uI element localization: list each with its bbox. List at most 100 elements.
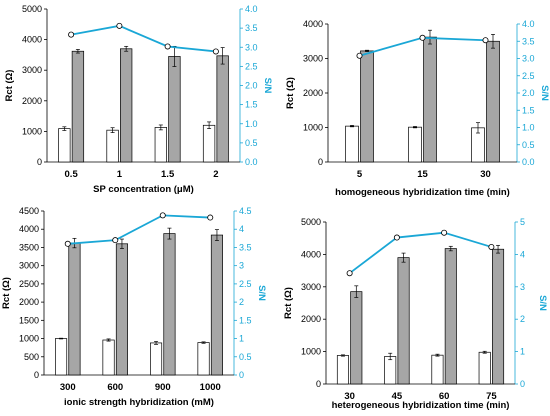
- y2-tick-label: 1.5: [245, 100, 258, 110]
- bar-series-1: [345, 125, 359, 163]
- x-axis-title: SP concentration (μM): [93, 184, 194, 195]
- y2-tick-label: 3: [520, 282, 525, 292]
- sn-line: [349, 231, 492, 274]
- bar-series-2: [68, 242, 81, 376]
- y-tick-label: 1500: [19, 315, 39, 325]
- x-axis-title: heterogeneous hybridization time (min): [332, 400, 510, 411]
- x-category-label: 0.5: [65, 169, 79, 180]
- y2-tick-label: 3.5: [245, 23, 258, 33]
- y2-tick-label: 0: [520, 379, 525, 389]
- y-tick-label: 2000: [22, 96, 42, 106]
- panel-homogeneous-hybridization-time: 0 1000 2000 3000 4000 0.0 0.5 1.0 1.5 2.0 2.5 3.0 3.…: [285, 19, 550, 198]
- y2-tick-label: 2.0: [245, 81, 258, 91]
- y2-axis-title: S/N: [537, 295, 548, 311]
- y2-axis-title: S/N: [262, 78, 273, 94]
- bar-series-1: [58, 128, 71, 163]
- sn-point: [441, 229, 448, 236]
- y2-tick-label: 3.0: [522, 54, 535, 64]
- x-axis-title: ionic strength hybridization (mM): [64, 397, 214, 408]
- y2-tick-label: 4: [239, 224, 244, 234]
- y-tick-label: 4000: [22, 35, 42, 45]
- bar-series-1: [202, 124, 216, 163]
- y2-tick-label: 0.5: [245, 138, 258, 148]
- y-tick-label: 5000: [22, 4, 42, 14]
- y2-tick-label: 0.0: [522, 157, 535, 167]
- y2-tick-label: 2: [520, 314, 525, 324]
- y-tick-label: 0: [37, 157, 42, 167]
- sn-point: [68, 31, 75, 38]
- x-category-label: 600: [107, 382, 123, 393]
- bar-series-1: [150, 342, 163, 376]
- y-tick-label: 3000: [19, 261, 39, 271]
- y-tick-label: 3000: [22, 65, 42, 75]
- y2-tick-label: 0.5: [239, 352, 252, 362]
- x-category-label: 2: [213, 169, 218, 180]
- y-tick-label: 4500: [19, 206, 39, 216]
- bar-series-2: [71, 50, 85, 163]
- y2-tick-label: 3.0: [245, 42, 258, 52]
- bar-series-2: [444, 248, 457, 385]
- bar-series-1: [431, 354, 444, 385]
- y-tick-label: 4000: [303, 19, 323, 29]
- bar-series-2: [397, 257, 410, 385]
- y-tick-label: 2000: [303, 88, 323, 98]
- y2-tick-label: 2: [239, 297, 244, 307]
- y2-tick-label: 1: [239, 334, 244, 344]
- sn-point: [164, 43, 171, 50]
- panel-ionic-strength-hybridization: 0 500 1000 1500 2000 2500 3000 3500 4000 4500 0 0.5…: [1, 206, 267, 408]
- y-tick-label: 3000: [301, 282, 321, 292]
- panel-sp-concentration: 0 1000 2000 3000 4000 5000 0.0 0.5 1.0 1.5 2.0 2.5 3…: [4, 4, 273, 195]
- sn-point: [159, 212, 166, 219]
- sn-point: [346, 270, 353, 277]
- y2-tick-label: 3: [239, 261, 244, 271]
- x-category-label: 15: [417, 169, 428, 180]
- y2-tick-label: 1.5: [239, 315, 252, 325]
- sn-point: [482, 37, 489, 44]
- y-tick-label: 5000: [301, 217, 321, 227]
- y2-tick-label: 4.5: [239, 206, 252, 216]
- bar-series-2: [168, 56, 181, 163]
- y2-tick-label: 3.5: [239, 242, 252, 252]
- bar-series-2: [492, 248, 505, 385]
- y-tick-label: 2000: [19, 297, 39, 307]
- bar-series-2: [210, 234, 223, 376]
- bar-series-2: [360, 50, 374, 163]
- y2-tick-label: 3.5: [522, 36, 535, 46]
- bar-series-2: [120, 48, 133, 163]
- bar-series-1: [384, 356, 397, 385]
- bar-series-2: [486, 40, 500, 163]
- x-category-label: 30: [480, 169, 491, 180]
- x-category-label: 1: [117, 169, 123, 180]
- y-tick-label: 4000: [19, 224, 39, 234]
- y-tick-label: 4000: [301, 249, 321, 259]
- y-tick-label: 2500: [19, 279, 39, 289]
- y-tick-label: 3000: [303, 54, 323, 64]
- bar-series-2: [115, 243, 128, 376]
- y-tick-label: 0: [34, 370, 39, 380]
- y2-tick-label: 4: [520, 249, 525, 259]
- y2-tick-label: 2.5: [522, 71, 535, 81]
- y2-tick-label: 1.0: [245, 119, 258, 129]
- y-axis-title: Rct (Ω): [285, 77, 296, 109]
- y2-tick-label: 4.0: [522, 19, 535, 29]
- bar-series-1: [336, 355, 349, 385]
- x-category-label: 1000: [200, 382, 221, 393]
- y2-tick-label: 0: [239, 370, 244, 380]
- y-tick-label: 1000: [19, 334, 39, 344]
- bar-series-1: [478, 351, 491, 385]
- y2-tick-label: 2.5: [239, 279, 252, 289]
- y2-tick-label: 2.0: [522, 88, 535, 98]
- y2-axis-title: S/N: [539, 85, 550, 101]
- y2-tick-label: 0.0: [245, 157, 258, 167]
- sn-point: [212, 48, 219, 55]
- y-axis-title: Rct (Ω): [1, 277, 12, 309]
- y-tick-label: 500: [24, 352, 39, 362]
- sn-point: [393, 234, 400, 241]
- x-category-label: 30: [344, 391, 355, 402]
- bar-series-1: [54, 338, 68, 376]
- bar-series-1: [197, 342, 210, 376]
- y2-axis-title: S/N: [256, 285, 267, 301]
- y-tick-label: 1000: [22, 126, 42, 136]
- bar-series-1: [408, 126, 422, 163]
- y-tick-label: 0: [318, 157, 323, 167]
